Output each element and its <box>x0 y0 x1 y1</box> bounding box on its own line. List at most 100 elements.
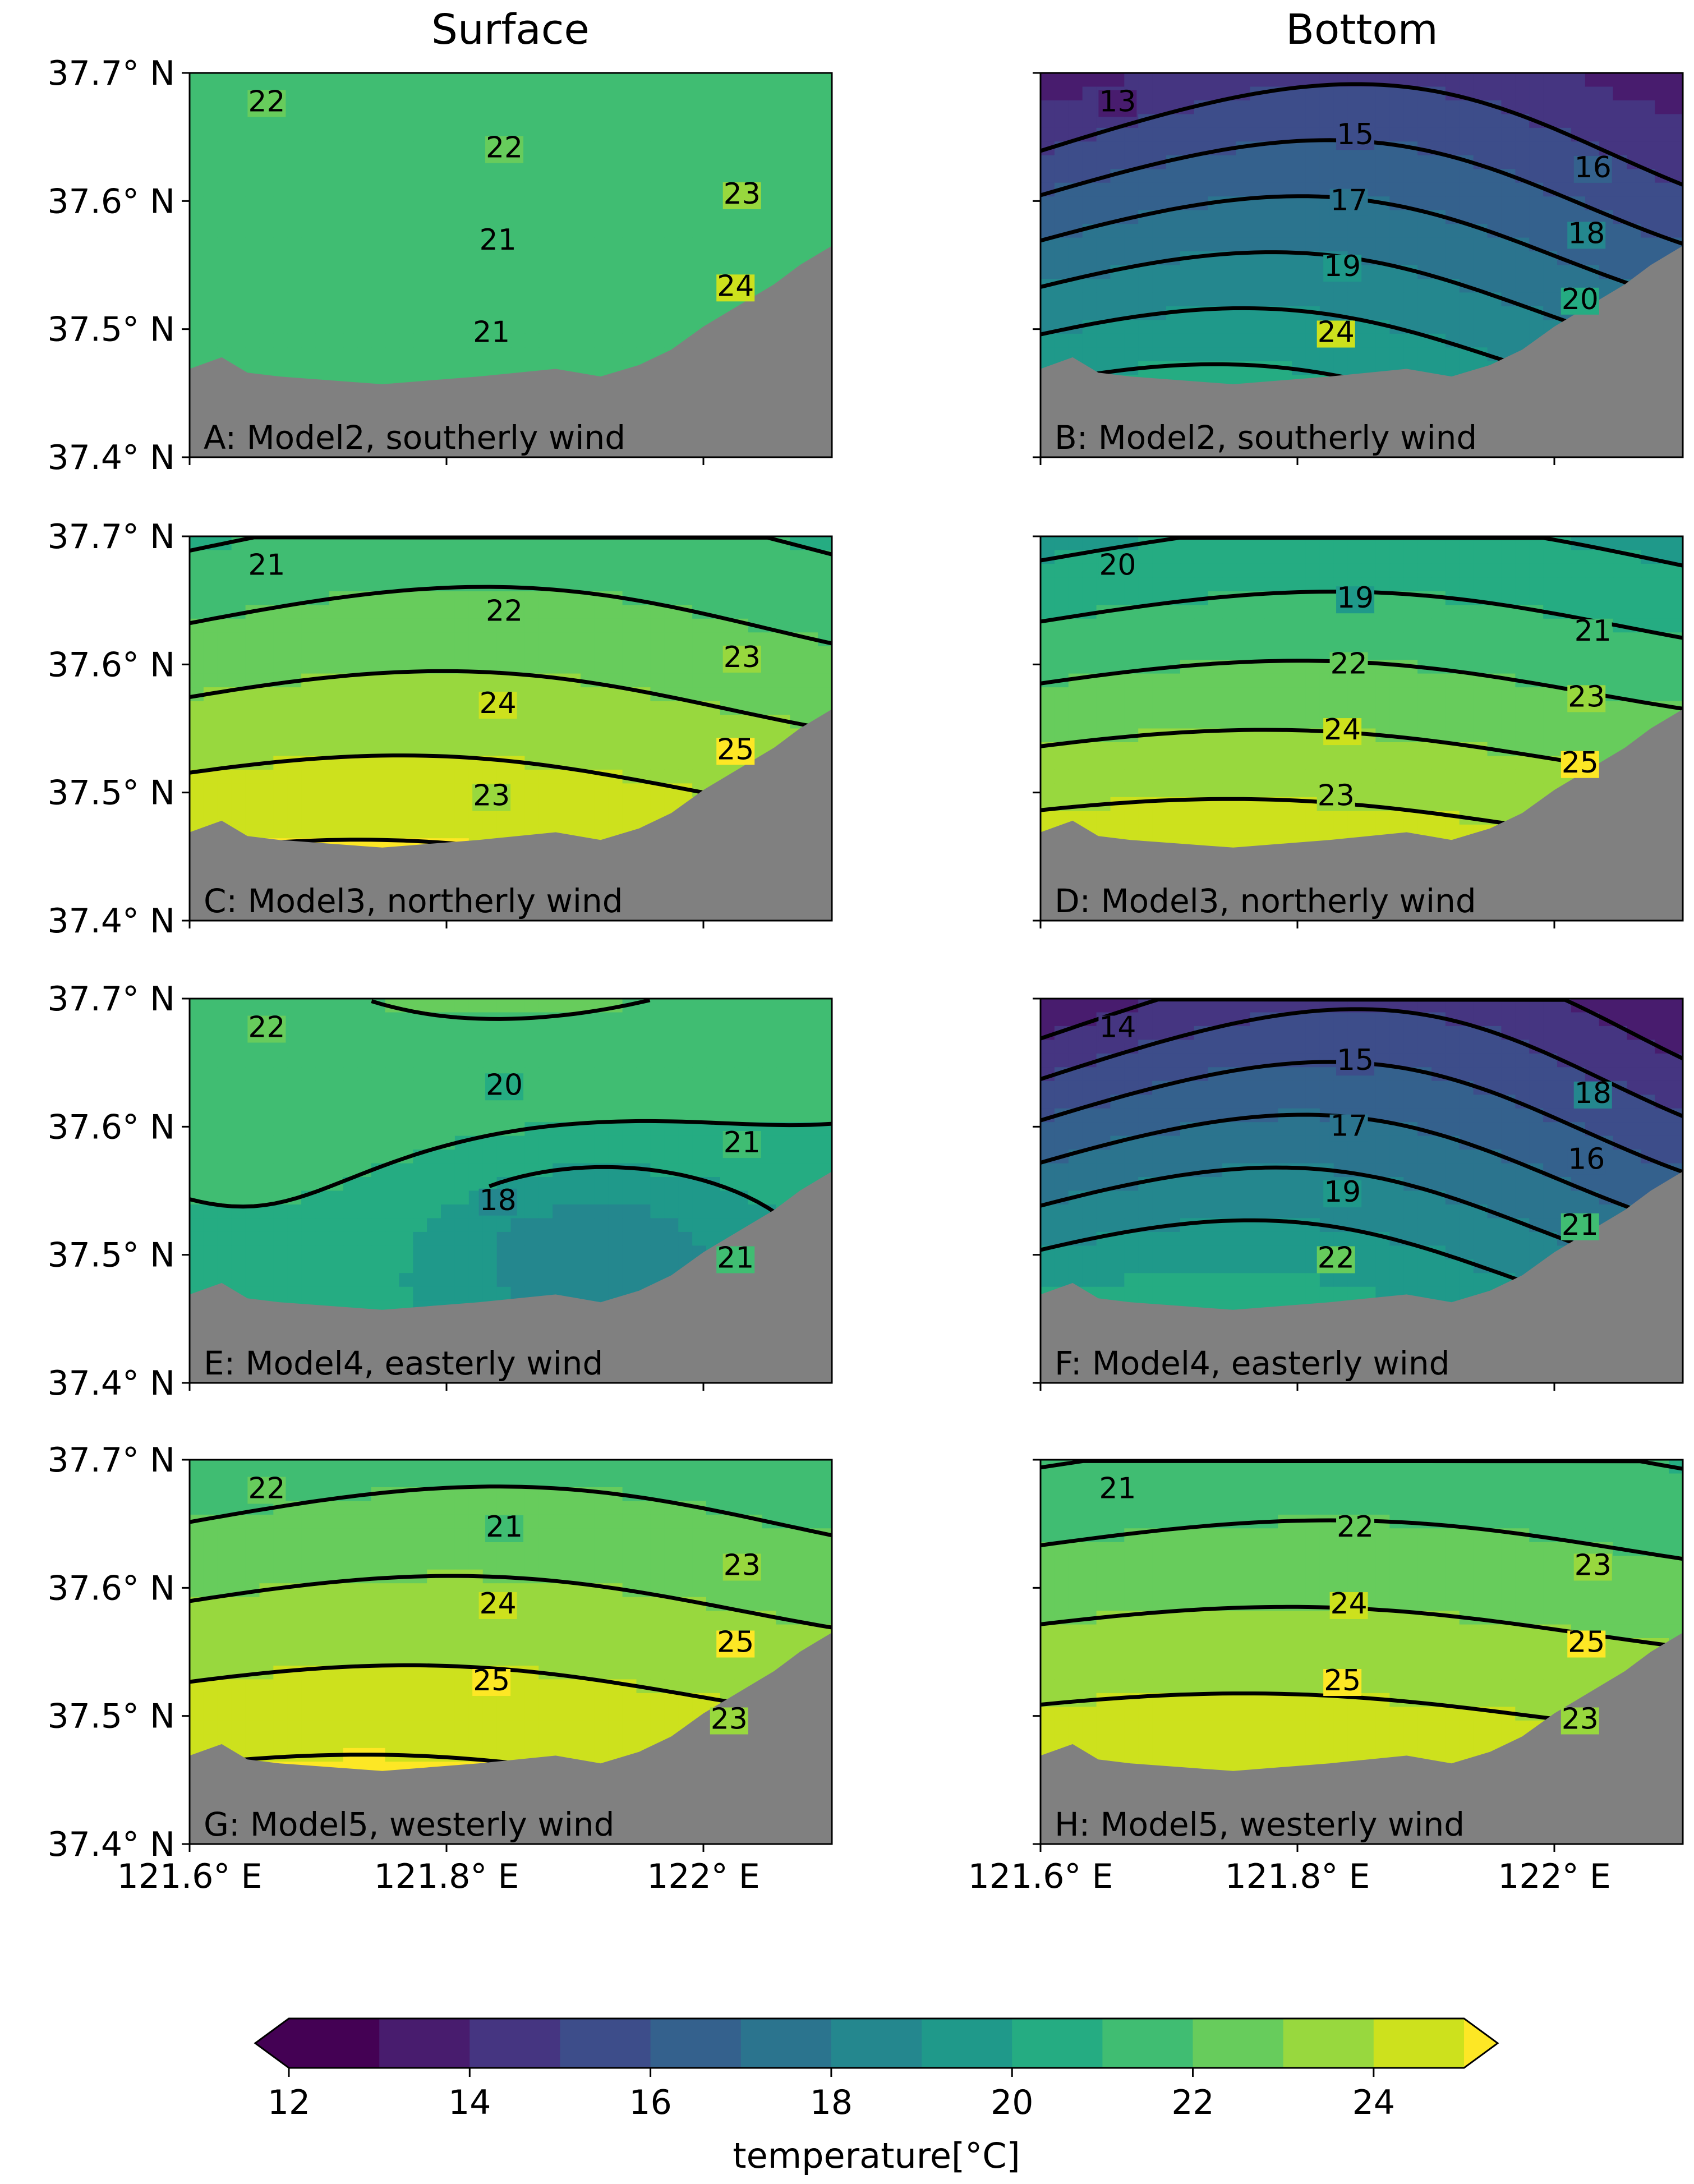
field-cell <box>1459 114 1474 128</box>
field-cell <box>1389 769 1405 784</box>
field-cell <box>1041 646 1055 661</box>
field-cell <box>1459 127 1474 142</box>
field-cell <box>245 306 260 321</box>
field-cell <box>510 811 526 825</box>
field-cell <box>413 347 428 362</box>
field-cell <box>1431 155 1446 170</box>
field-cell <box>1124 237 1139 252</box>
field-cell <box>385 563 400 578</box>
field-cell <box>1250 701 1265 716</box>
field-cell <box>790 196 805 211</box>
contour-line <box>1041 82 1683 187</box>
field-cell <box>287 605 302 619</box>
field-cell <box>1403 632 1419 647</box>
field-cell <box>441 251 455 266</box>
field-cell <box>622 797 637 812</box>
field-cell <box>329 824 344 839</box>
field-cell <box>1627 73 1642 88</box>
field-cell <box>1375 169 1391 183</box>
field-cell <box>1543 591 1558 606</box>
field-cell <box>343 86 358 101</box>
field-cell <box>1403 155 1419 170</box>
field-cell <box>524 127 540 142</box>
field-cell <box>1194 660 1209 674</box>
field-cell <box>650 279 665 293</box>
field-cell <box>482 577 498 592</box>
field-cell <box>622 728 637 743</box>
field-cell <box>399 605 414 619</box>
field-cell <box>1445 347 1460 362</box>
field-cell <box>427 279 442 293</box>
field-cell <box>524 769 540 784</box>
field-cell <box>524 715 540 729</box>
field-cell <box>1333 224 1348 238</box>
field-cell <box>790 701 805 716</box>
field-cell <box>371 333 386 348</box>
field-cell <box>441 715 455 729</box>
field-cell <box>1292 742 1306 757</box>
field-cell <box>427 361 442 376</box>
field-cell <box>1124 333 1139 348</box>
field-cell <box>399 361 414 376</box>
field-cell <box>301 550 316 564</box>
field-cell <box>678 320 693 334</box>
field-cell <box>1166 646 1181 661</box>
field-cell <box>371 73 386 88</box>
field-cell <box>343 811 358 825</box>
field-cell <box>1403 577 1419 592</box>
field-cell <box>1152 756 1167 770</box>
field-cell <box>1068 715 1083 729</box>
field-cell <box>441 333 455 348</box>
field-cell <box>1222 742 1237 757</box>
field-cell <box>1585 577 1600 592</box>
field-cell <box>1599 127 1614 142</box>
field-cell <box>748 550 763 564</box>
field-cell <box>678 756 693 770</box>
field-cell <box>1655 536 1670 551</box>
field-cell <box>608 73 623 88</box>
field-cell <box>343 563 358 578</box>
field-cell <box>441 141 455 156</box>
field-cell <box>217 306 232 321</box>
field-cell <box>1529 86 1544 101</box>
field-cell <box>1473 182 1488 197</box>
field-cell <box>1613 251 1628 266</box>
field-cell <box>1487 618 1502 633</box>
field-cell <box>636 320 651 334</box>
field-cell <box>315 563 330 578</box>
field-cell <box>524 687 540 702</box>
field-cell <box>1613 182 1628 197</box>
field-cell <box>692 251 707 266</box>
field-cell <box>818 618 832 633</box>
field-cell <box>1557 577 1572 592</box>
field-cell <box>259 279 274 293</box>
field-cell <box>1138 742 1153 757</box>
field-cell <box>1347 224 1362 238</box>
field-cell <box>301 563 316 578</box>
field-cell <box>482 210 498 225</box>
field-cell <box>706 618 721 633</box>
field-cell <box>1445 169 1460 183</box>
field-cell <box>427 86 442 101</box>
field-cell <box>371 169 386 183</box>
field-cell <box>692 742 707 757</box>
field-cell <box>678 673 693 688</box>
field-cell <box>454 333 469 348</box>
field-cell <box>259 797 274 812</box>
field-cell <box>287 783 302 798</box>
field-cell <box>203 701 218 716</box>
field-cell <box>524 265 540 279</box>
field-cell <box>245 320 260 334</box>
field-cell <box>1250 279 1265 293</box>
field-cell <box>1068 333 1083 348</box>
field-cell <box>636 114 651 128</box>
field-cell <box>217 114 232 128</box>
field-cell <box>650 169 665 183</box>
field-cell <box>664 646 679 661</box>
field-cell <box>1278 210 1293 225</box>
field-cell <box>581 114 595 128</box>
field-cell <box>413 824 428 839</box>
field-cell <box>399 715 414 729</box>
field-cell <box>1096 742 1111 757</box>
field-cell <box>1041 605 1055 619</box>
